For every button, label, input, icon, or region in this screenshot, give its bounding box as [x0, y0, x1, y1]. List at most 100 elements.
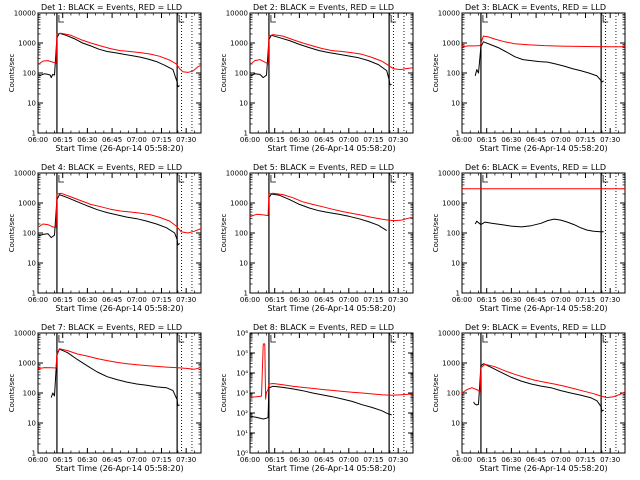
x-tick-label: 06:30: [77, 296, 97, 304]
x-tick-label: 07:00: [127, 296, 147, 304]
marker-bracket-icon: [58, 175, 64, 183]
y-tick-label: 1: [244, 290, 248, 298]
series-line-events: [473, 363, 604, 412]
x-tick-label: 06:45: [526, 136, 546, 144]
x-tick-label: 07:30: [388, 296, 408, 304]
x-tick-label: 07:15: [151, 296, 171, 304]
y-tick-label: 100: [23, 70, 36, 78]
marker-bracket-icon: [58, 15, 64, 23]
series-line-events: [474, 218, 604, 233]
x-tick-label: 07:15: [575, 296, 595, 304]
y-tick-label: 10: [451, 100, 460, 108]
x-tick-label: 06:45: [314, 456, 334, 464]
x-axis-label: Start Time (26-Apr-14 05:58:20): [267, 144, 395, 153]
y-tick-label: 100: [235, 230, 248, 238]
y-tick-label: 100: [447, 390, 460, 398]
y-tick-label: 10: [451, 420, 460, 428]
y-tick-label: 10⁶: [236, 330, 248, 338]
x-tick-label: 07:15: [363, 456, 383, 464]
detector-panel-2: Det 2: BLACK = Events, RED = LLD 1 10 100 10…: [220, 3, 414, 153]
marker-bracket-icon: [270, 335, 276, 343]
series-line-lld: [250, 343, 413, 400]
x-tick-label: 07:15: [575, 136, 595, 144]
series-line-events: [268, 193, 387, 232]
x-tick-label: 06:00: [452, 136, 472, 144]
marker-bracket-icon: [178, 15, 185, 23]
detector-panel-9: Det 9: BLACK = Events, RED = LLD 1 10 100 10…: [432, 323, 626, 473]
x-tick-label: 06:15: [53, 456, 73, 464]
series-line-events: [38, 32, 180, 88]
x-tick-label: 06:00: [452, 296, 472, 304]
x-tick-label: 07:15: [363, 136, 383, 144]
x-axis-label: Start Time (26-Apr-14 05:58:20): [267, 304, 395, 313]
x-tick-label: 06:15: [53, 136, 73, 144]
y-tick-label: 10: [239, 260, 248, 268]
y-tick-label: 1: [244, 130, 248, 138]
y-axis-label: Counts/sec: [8, 374, 16, 413]
y-tick-label: 10⁴: [236, 370, 248, 378]
y-tick-label: 100: [235, 70, 248, 78]
y-tick-label: 10: [239, 100, 248, 108]
x-tick-label: 06:15: [477, 296, 497, 304]
panel-title: Det 2: BLACK = Events, RED = LLD: [253, 3, 394, 12]
x-axis-label: Start Time (26-Apr-14 05:58:20): [55, 304, 183, 313]
x-tick-label: 06:15: [477, 136, 497, 144]
detector-panel-7: Det 7: BLACK = Events, RED = LLD 1 10 100 10…: [8, 323, 202, 473]
y-axis-label: Counts/sec: [8, 54, 16, 93]
x-tick-label: 06:30: [501, 296, 521, 304]
marker-bracket-icon: [482, 335, 488, 343]
x-tick-label: 07:00: [339, 456, 359, 464]
series-line-lld: [38, 192, 201, 234]
x-tick-label: 07:30: [600, 296, 620, 304]
x-tick-label: 07:30: [388, 136, 408, 144]
detector-panel-4: Det 4: BLACK = Events, RED = LLD 1 10 100 10…: [8, 163, 202, 313]
marker-bracket-icon: [270, 15, 276, 23]
series-line-lld: [250, 34, 413, 71]
series-line-events: [50, 348, 180, 407]
y-tick-label: 1: [32, 130, 36, 138]
series-line-lld: [250, 192, 413, 222]
x-tick-label: 07:15: [151, 456, 171, 464]
x-tick-label: 06:30: [289, 296, 309, 304]
x-tick-label: 06:00: [28, 136, 48, 144]
x-tick-label: 07:00: [551, 296, 571, 304]
marker-bracket-icon: [58, 335, 64, 343]
panel-title: Det 3: BLACK = Events, RED = LLD: [465, 3, 606, 12]
panel-title: Det 9: BLACK = Events, RED = LLD: [465, 323, 606, 332]
y-tick-label: 1000: [18, 200, 36, 208]
x-tick-label: 06:00: [452, 456, 472, 464]
x-tick-label: 07:00: [127, 136, 147, 144]
y-tick-label: 1: [456, 130, 460, 138]
x-tick-label: 06:15: [265, 296, 285, 304]
x-axis-label: Start Time (26-Apr-14 05:58:20): [267, 464, 395, 473]
y-tick-label: 10000: [14, 330, 36, 338]
y-tick-label: 10³: [236, 390, 248, 398]
marker-bracket-icon: [390, 175, 397, 183]
y-tick-label: 1000: [442, 200, 460, 208]
x-tick-label: 07:30: [176, 136, 196, 144]
y-tick-label: 100: [23, 230, 36, 238]
x-tick-label: 07:30: [388, 456, 408, 464]
y-axis-label: Counts/sec: [220, 214, 228, 253]
y-tick-label: 10: [451, 260, 460, 268]
series-line-events: [250, 385, 392, 420]
x-tick-label: 06:15: [477, 456, 497, 464]
marker-bracket-icon: [602, 335, 609, 343]
detector-panel-3: Det 3: BLACK = Events, RED = LLD 1 10 100 10…: [432, 3, 626, 153]
x-tick-label: 07:00: [127, 456, 147, 464]
series-line-events: [250, 34, 392, 86]
marker-bracket-icon: [482, 15, 488, 23]
y-tick-label: 1: [32, 290, 36, 298]
x-tick-label: 07:30: [176, 296, 196, 304]
series-line-events: [38, 194, 180, 246]
x-tick-label: 06:30: [289, 136, 309, 144]
x-tick-label: 06:30: [77, 136, 97, 144]
y-tick-label: 10000: [14, 10, 36, 18]
marker-bracket-icon: [390, 15, 397, 23]
x-tick-label: 06:00: [28, 456, 48, 464]
panel-title: Det 8: BLACK = Events, RED = LLD: [253, 323, 394, 332]
y-tick-label: 10⁵: [236, 350, 248, 358]
y-tick-label: 10000: [226, 10, 248, 18]
x-axis-label: Start Time (26-Apr-14 05:58:20): [479, 304, 607, 313]
